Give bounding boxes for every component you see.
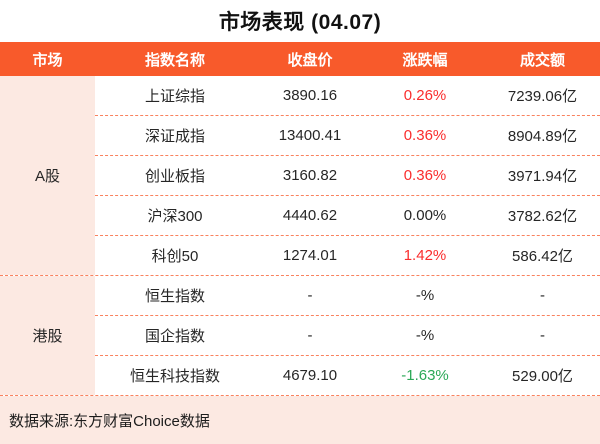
data-source-text: 数据来源:东方财富Choice数据 bbox=[9, 412, 210, 430]
turnover-value: 3971.94亿 bbox=[507, 168, 578, 185]
table-row: 沪深300 4440.62 0.00% 3782.62亿 bbox=[95, 195, 600, 235]
change-percent: 0.36% bbox=[403, 167, 447, 184]
close-price: - bbox=[307, 327, 313, 344]
change-percent: 0.00% bbox=[403, 207, 447, 224]
column-header-close: 收盘价 bbox=[287, 51, 333, 69]
column-header-market: 市场 bbox=[32, 51, 63, 69]
market-group-label: 港股 bbox=[0, 276, 95, 395]
turnover-value: - bbox=[540, 327, 545, 344]
turnover-value: - bbox=[540, 287, 545, 304]
index-name: 上证综指 bbox=[144, 88, 205, 105]
turnover-value: 3782.62亿 bbox=[507, 208, 578, 225]
table-row: 国企指数 - -% - bbox=[95, 315, 600, 355]
turnover-value: 8904.89亿 bbox=[507, 128, 578, 145]
table-row: 深证成指 13400.41 0.36% 8904.89亿 bbox=[95, 115, 600, 155]
close-price: 3160.82 bbox=[282, 167, 338, 184]
close-price: 1274.01 bbox=[282, 247, 338, 264]
index-name: 沪深300 bbox=[147, 208, 203, 225]
change-percent: 1.42% bbox=[403, 247, 447, 264]
turnover-value: 7239.06亿 bbox=[507, 88, 578, 105]
close-price: 4679.10 bbox=[282, 367, 338, 384]
change-percent: 0.36% bbox=[403, 127, 447, 144]
table-row: 创业板指 3160.82 0.36% 3971.94亿 bbox=[95, 155, 600, 195]
column-header-turnover: 成交额 bbox=[519, 51, 565, 69]
table-row: 科创50 1274.01 1.42% 586.42亿 bbox=[95, 235, 600, 275]
turnover-value: 586.42亿 bbox=[512, 248, 573, 265]
index-name: 国企指数 bbox=[144, 328, 205, 345]
column-header-name: 指数名称 bbox=[144, 51, 205, 69]
change-percent: 0.26% bbox=[403, 87, 447, 104]
table-body: A股 上证综指 3890.16 0.26% 7239.06亿 深证成指 1340… bbox=[0, 76, 600, 396]
table-row: 恒生指数 - -% - bbox=[95, 276, 600, 315]
close-price: - bbox=[307, 287, 313, 304]
index-name: 创业板指 bbox=[144, 168, 205, 185]
table-row: 恒生科技指数 4679.10 -1.63% 529.00亿 bbox=[95, 355, 600, 395]
data-source-footer: 数据来源:东方财富Choice数据 bbox=[0, 396, 600, 444]
table-row: 上证综指 3890.16 0.26% 7239.06亿 bbox=[95, 76, 600, 115]
index-name: 科创50 bbox=[151, 248, 199, 265]
close-price: 4440.62 bbox=[282, 207, 338, 224]
table-header-row: 市场 指数名称 收盘价 涨跌幅 成交额 bbox=[0, 42, 600, 76]
market-group-label: A股 bbox=[0, 76, 95, 275]
index-name: 深证成指 bbox=[144, 128, 205, 145]
title-bar: 市场表现 (04.07) bbox=[0, 0, 600, 42]
section-rows: 上证综指 3890.16 0.26% 7239.06亿 深证成指 13400.4… bbox=[95, 76, 600, 275]
page-title: 市场表现 (04.07) bbox=[218, 11, 382, 34]
turnover-value: 529.00亿 bbox=[512, 368, 573, 385]
section-rows: 恒生指数 - -% - 国企指数 - -% - 恒生科技指数 4679.10 -… bbox=[95, 276, 600, 395]
close-price: 3890.16 bbox=[282, 87, 338, 104]
change-percent: -% bbox=[415, 327, 435, 344]
index-name: 恒生指数 bbox=[144, 288, 205, 305]
close-price: 13400.41 bbox=[278, 127, 342, 144]
section-a-share: A股 上证综指 3890.16 0.26% 7239.06亿 深证成指 1340… bbox=[0, 76, 600, 275]
column-header-change: 涨跌幅 bbox=[402, 51, 448, 69]
index-name: 恒生科技指数 bbox=[129, 368, 220, 385]
section-hk-share: 港股 恒生指数 - -% - 国企指数 - -% - 恒生科技指数 4679.1… bbox=[0, 275, 600, 395]
change-percent: -1.63% bbox=[401, 367, 449, 384]
change-percent: -% bbox=[415, 287, 435, 304]
